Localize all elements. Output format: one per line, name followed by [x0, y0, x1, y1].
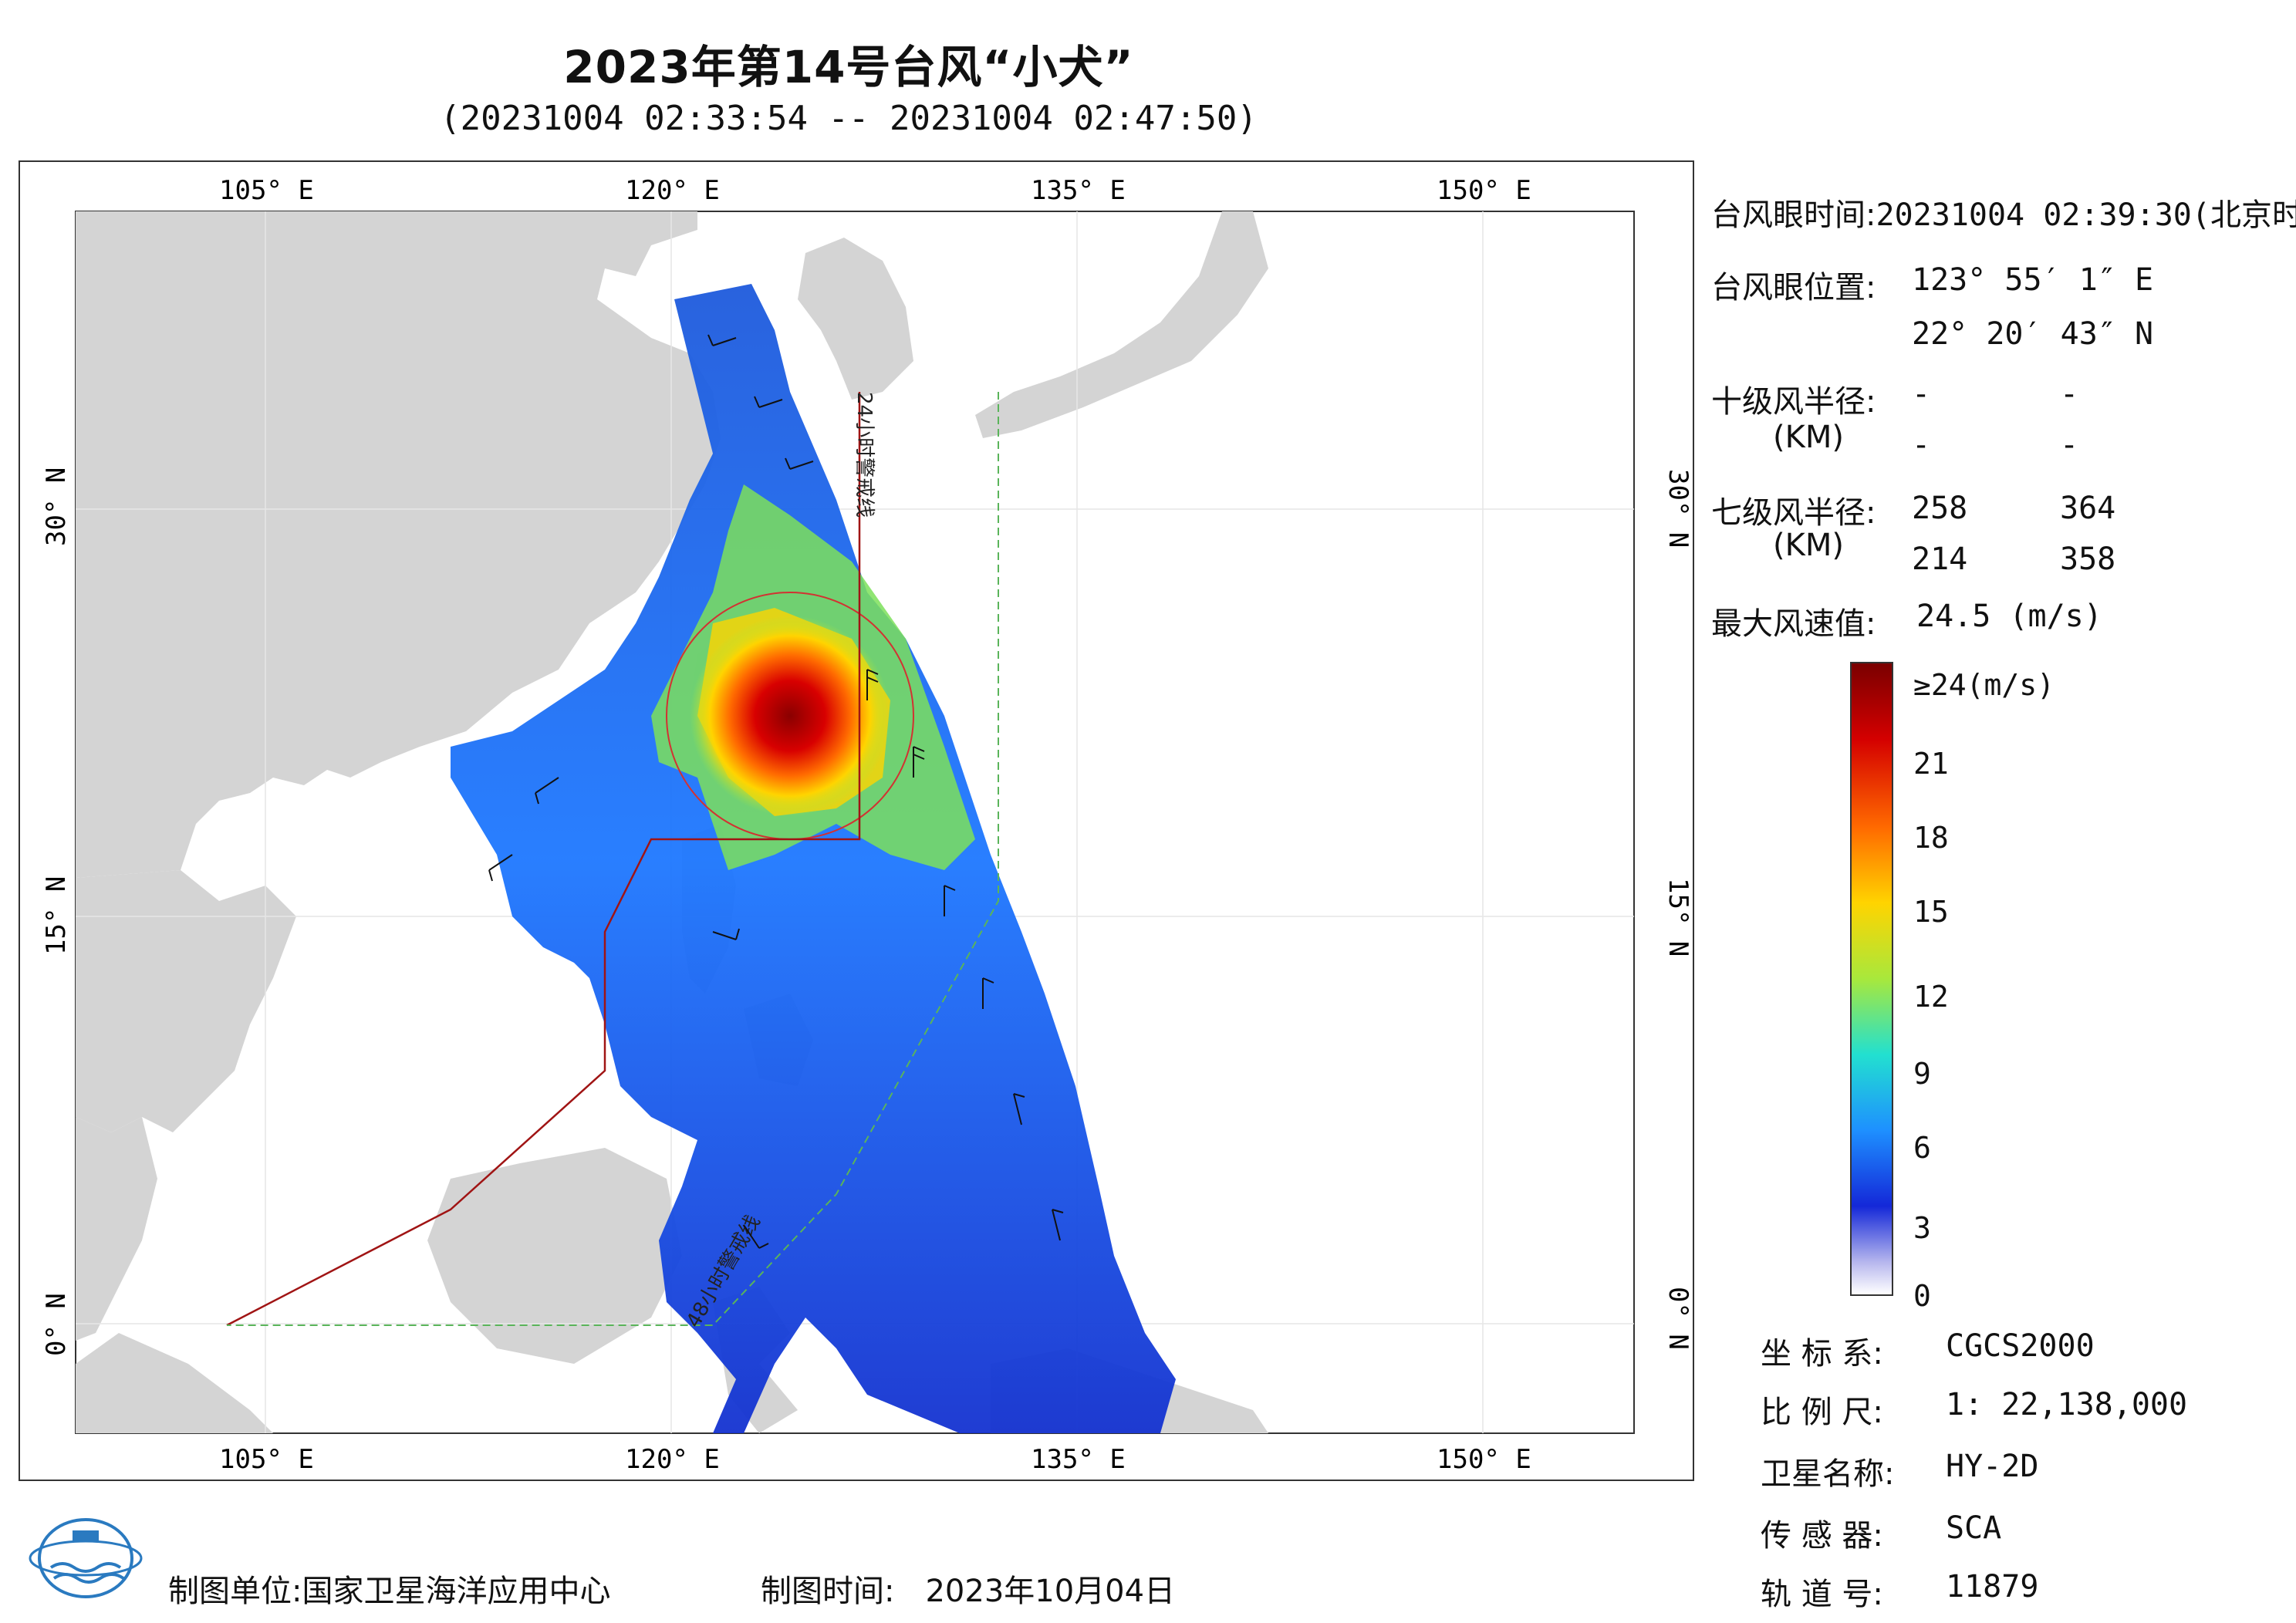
footer-date-label: 制图时间:: [761, 1574, 895, 1609]
colorbar-label-21: 21: [1913, 747, 1949, 781]
land-korea: [798, 238, 913, 400]
warning-label-24h: 24小时警戒线: [853, 392, 876, 518]
colorbar-label-6: 6: [1913, 1131, 1931, 1165]
colorbar-label-9: 9: [1913, 1057, 1931, 1091]
eye-pos-label: 台风眼位置:: [1711, 270, 1876, 305]
lat-tick-left-30: 30° N: [41, 467, 72, 546]
colorbar-label-12: 12: [1913, 980, 1949, 1014]
lat-tick-right-15: 15° N: [1663, 878, 1693, 957]
crs-value: CGCS2000: [1946, 1328, 2095, 1364]
r10-km-label: (KM): [1773, 420, 1844, 455]
lon-tick-top-105: 105° E: [219, 175, 314, 206]
r10-value-sw: -: [1912, 427, 1931, 463]
colorbar-label-0: 0: [1913, 1279, 1931, 1313]
colorbar: [1850, 662, 1893, 1296]
lon-tick-top-135: 135° E: [1031, 175, 1126, 206]
r7-value-se: 364: [2060, 491, 2116, 526]
r7-km-label: (KM): [1773, 528, 1844, 563]
max-wind-value: 24.5 (m/s): [1916, 599, 2102, 634]
footer-org-label: 制图单位:: [168, 1574, 302, 1609]
footer-org-value: 国家卫星海洋应用中心: [302, 1574, 611, 1609]
r10-value-se: -: [2060, 376, 2079, 412]
lat-tick-right-0: 0° N: [1663, 1287, 1693, 1350]
crs-label: 坐 标 系:: [1761, 1336, 1883, 1372]
map-title: 2023年第14号台风“小犬”: [563, 41, 1134, 93]
satellite-value: HY-2D: [1946, 1449, 2039, 1484]
lon-tick-bottom-105: 105° E: [219, 1444, 314, 1475]
r10-value-nw: -: [2060, 427, 2079, 463]
colorbar-label-15: 15: [1913, 895, 1949, 929]
lat-tick-left-0: 0° N: [41, 1293, 72, 1356]
eye-lon-value: 123° 55′ 1″ E: [1912, 262, 2154, 298]
map-subtitle: (20231004 02:33:54 -- 20231004 02:47:50): [440, 99, 1258, 138]
r7-value-sw: 214: [1912, 542, 1968, 577]
r7-label: 七级风半径:: [1711, 495, 1876, 531]
land-japan: [975, 211, 1268, 438]
footer-date-value: 2023年10月04日: [925, 1574, 1176, 1609]
wind-swath: [451, 284, 1176, 1433]
map-frame: [19, 160, 1694, 1481]
scale-label: 比 例 尺:: [1761, 1395, 1883, 1430]
land-sumatra: [76, 1333, 273, 1433]
colorbar-label-18: 18: [1913, 821, 1949, 855]
colorbar-label-24: ≥24(m/s): [1913, 668, 2055, 702]
lat-tick-right-30: 30° N: [1663, 469, 1693, 548]
nsoas-logo-icon: [29, 1518, 143, 1598]
land-indochina: [76, 870, 296, 1132]
sensor-value: SCA: [1946, 1510, 2002, 1546]
footer-date: 制图时间: 2023年10月04日: [761, 1566, 1175, 1611]
land-borneo: [427, 1148, 682, 1364]
warning-line-48h: [227, 392, 999, 1326]
colorbar-label-3: 3: [1913, 1211, 1931, 1245]
eye-lat-value: 22° 20′ 43″ N: [1912, 316, 2154, 352]
lon-tick-top-150: 150° E: [1437, 175, 1531, 206]
typhoon-core: [690, 616, 890, 816]
max-wind-label: 最大风速值:: [1711, 606, 1876, 642]
scale-value: 1: 22,138,000: [1946, 1387, 2188, 1422]
eye-time-value: 20231004 02:39:30(北京时): [1876, 197, 2296, 233]
eye-time-label: 台风眼时间:: [1711, 197, 1876, 233]
warning-line-24h: [226, 392, 861, 1327]
r10-label: 十级风半径:: [1711, 384, 1876, 420]
eye-time-row: 台风眼时间:20231004 02:39:30(北京时): [1711, 190, 2296, 235]
orbit-value: 11879: [1946, 1569, 2039, 1604]
wind-barbs: [488, 334, 1064, 1249]
r7-value-nw: 358: [2060, 542, 2116, 577]
sensor-label: 传 感 器:: [1761, 1518, 1883, 1554]
r7-value-ne: 258: [1912, 491, 1968, 526]
lat-tick-left-15: 15° N: [41, 876, 72, 955]
lon-tick-bottom-150: 150° E: [1437, 1444, 1531, 1475]
map-canvas[interactable]: 24小时警戒线 48小时警戒线 105° E 120° E 135° E 150…: [19, 160, 1694, 1481]
land-malay: [76, 1117, 157, 1341]
satellite-label: 卫星名称:: [1761, 1456, 1895, 1492]
orbit-label: 轨 道 号:: [1761, 1577, 1883, 1612]
footer-org: 制图单位:国家卫星海洋应用中心: [168, 1566, 610, 1611]
r10-value-ne: -: [1912, 376, 1931, 412]
lon-tick-top-120: 120° E: [625, 175, 720, 206]
lon-tick-bottom-120: 120° E: [625, 1444, 720, 1475]
land-china: [76, 211, 721, 878]
lon-tick-bottom-135: 135° E: [1031, 1444, 1126, 1475]
